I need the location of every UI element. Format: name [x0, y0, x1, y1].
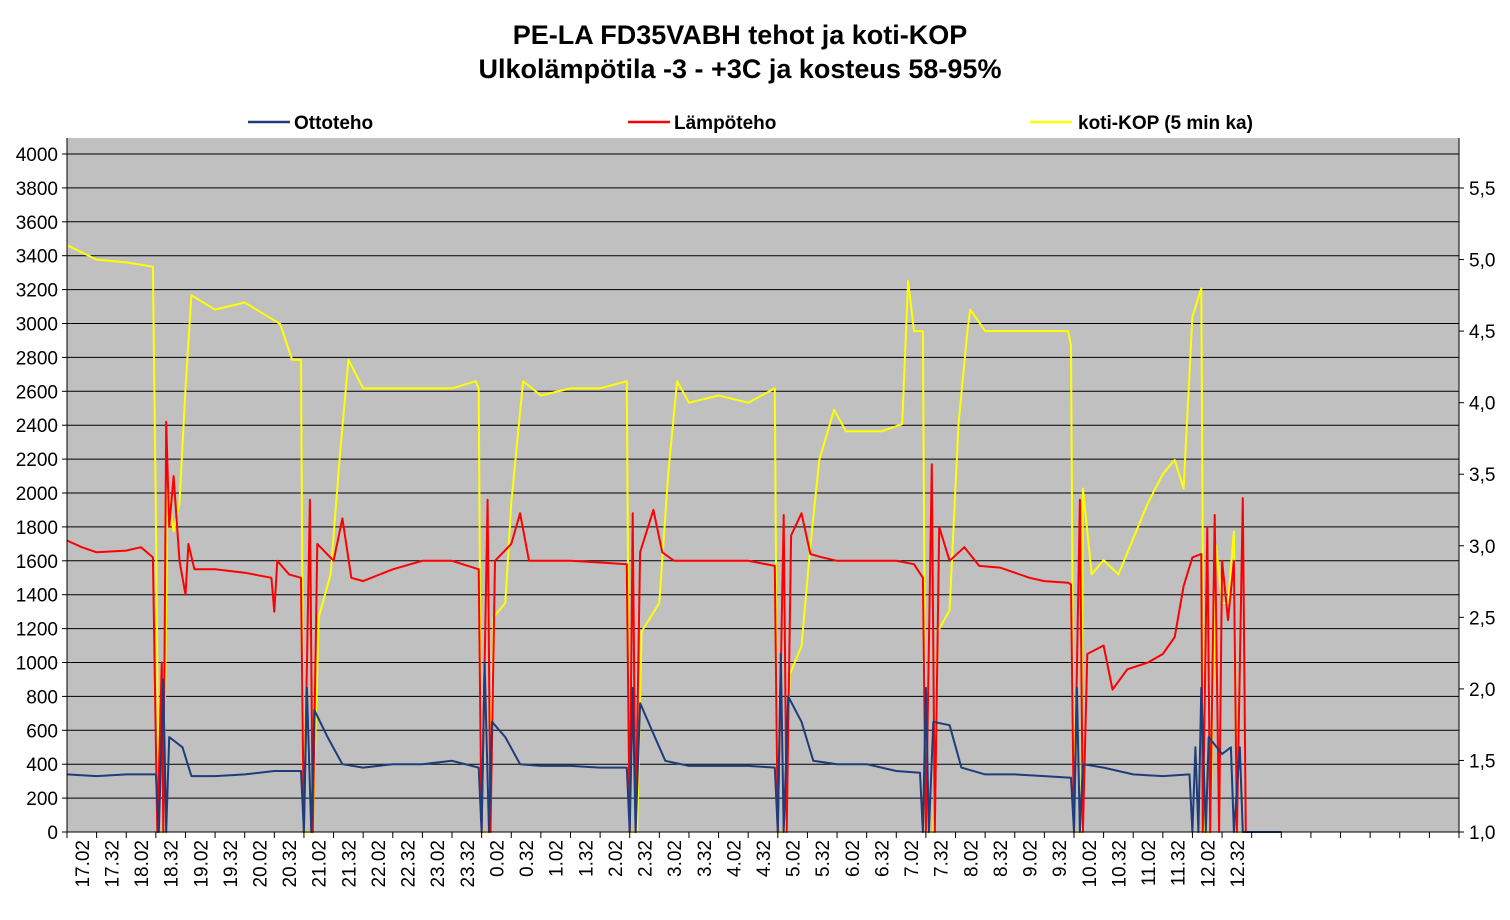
y-left-tick-label: 3600: [16, 213, 58, 234]
chart-title: PE-LA FD35VABH tehot ja koti-KOP: [513, 20, 968, 50]
x-tick-label: 0.02: [487, 840, 508, 877]
x-tick-label: 3.02: [665, 840, 686, 877]
y-right-tick-label: 4,0: [1469, 394, 1495, 415]
series-line-lampoteho: [66, 420, 1282, 833]
plot-area: [67, 138, 1459, 832]
y-right-ticks: 1,0 1,5 2,0 2,5 3,0 3,5 4,0 4,5 5,0 5,5: [1459, 179, 1495, 844]
x-tick-label: 4.02: [724, 840, 745, 877]
x-tick-label: 18.02: [132, 840, 153, 888]
y-left-tick-label: 1800: [16, 518, 58, 539]
y-right-tick-label: 2,0: [1469, 680, 1495, 701]
x-tick-label: 11.02: [1139, 840, 1160, 886]
x-ticks: 17.02 17.32 18.02 18.32 19.02 19.32 20.02 20.32…: [66, 832, 1460, 888]
x-tick-label: 7.32: [932, 840, 953, 877]
legend-label-ottoteho: Ottoteho: [294, 113, 373, 134]
y-left-tick-label: 3000: [16, 315, 58, 336]
legend: Ottoteho Lämpöteho koti-KOP (5 min ka): [248, 113, 1253, 134]
y-right-tick-label: 5,0: [1469, 251, 1495, 272]
y-left-tick-label: 0: [47, 823, 58, 844]
x-tick-label: 11.32: [1169, 840, 1190, 886]
legend-item-koti-kop: koti-KOP (5 min ka): [1030, 113, 1253, 134]
y-right-tick-label: 3,5: [1469, 465, 1495, 486]
y-left-tick-label: 1000: [16, 654, 58, 675]
y-right-tick-label: 2,5: [1469, 608, 1495, 629]
y-left-tick-label: 2200: [16, 450, 58, 471]
y-right-tick-label: 5,5: [1469, 179, 1495, 200]
y-right-tick-label: 1,0: [1469, 823, 1495, 844]
y-left-tick-label: 200: [26, 789, 58, 810]
y-left-tick-label: 600: [26, 721, 58, 742]
x-tick-label: 3.32: [695, 840, 716, 877]
y-right-tick-label: 1,5: [1469, 751, 1495, 772]
legend-item-lampoteho: Lämpöteho: [628, 113, 776, 134]
y-left-tick-label: 1400: [16, 586, 58, 607]
x-tick-label: 12.02: [1198, 840, 1219, 888]
x-tick-label: 8.32: [991, 840, 1012, 877]
x-tick-label: 6.32: [872, 840, 893, 877]
x-tick-label: 21.32: [339, 840, 360, 888]
y-left-tick-label: 3400: [16, 247, 58, 268]
y-left-tick-label: 4000: [16, 145, 58, 166]
y-left-tick-label: 3200: [16, 281, 58, 302]
x-tick-label: 6.02: [843, 840, 864, 877]
legend-label-koti-kop: koti-KOP (5 min ka): [1078, 113, 1253, 134]
x-tick-label: 1.32: [576, 840, 597, 877]
y-left-ticks: 0 200 400 600 800 1000 1200 1400 1600 1800 2000 220…: [16, 145, 67, 844]
x-tick-label: 10.32: [1109, 840, 1130, 888]
x-tick-label: 8.02: [961, 840, 982, 877]
x-tick-label: 12.32: [1228, 840, 1249, 888]
legend-item-ottoteho: Ottoteho: [248, 113, 373, 134]
x-tick-label: 2.02: [606, 840, 627, 877]
x-tick-label: 22.02: [369, 840, 390, 888]
x-tick-label: 17.32: [102, 840, 123, 888]
axes: [66, 138, 1460, 833]
x-tick-label: 20.32: [280, 840, 301, 888]
y-left-tick-label: 2600: [16, 382, 58, 403]
x-tick-label: 5.02: [784, 840, 805, 877]
x-tick-label: 10.02: [1080, 840, 1101, 888]
gridlines: [67, 153, 1459, 799]
x-tick-label: 5.32: [813, 840, 834, 877]
y-left-tick-label: 2000: [16, 484, 58, 505]
y-left-tick-label: 2800: [16, 348, 58, 369]
y-left-tick-label: 2400: [16, 416, 58, 437]
y-right-tick-label: 3,0: [1469, 537, 1495, 558]
x-tick-label: 9.32: [1050, 840, 1071, 877]
x-tick-label: 9.02: [1021, 840, 1042, 877]
x-tick-label: 0.32: [517, 840, 538, 877]
x-tick-label: 7.02: [902, 840, 923, 877]
y-left-tick-label: 400: [26, 755, 58, 776]
y-right-tick-label: 4,5: [1469, 322, 1495, 343]
x-tick-label: 17.02: [73, 840, 94, 888]
series-line-kotikop: [66, 244, 1282, 833]
x-tick-label: 19.02: [191, 840, 212, 888]
chart-subtitle: Ulkolämpötila -3 - +3C ja kosteus 58-95%: [479, 54, 1002, 84]
y-left-tick-label: 3800: [16, 179, 58, 200]
x-tick-label: 19.32: [221, 840, 242, 888]
y-left-tick-label: 1600: [16, 552, 58, 573]
x-tick-label: 22.32: [399, 840, 420, 888]
x-tick-label: 1.02: [547, 840, 568, 877]
x-tick-label: 21.02: [310, 840, 331, 888]
y-left-tick-label: 1200: [16, 620, 58, 641]
x-tick-label: 23.02: [428, 840, 449, 888]
legend-label-lampoteho: Lämpöteho: [674, 113, 776, 134]
x-tick-label: 23.32: [458, 840, 479, 888]
y-left-tick-label: 800: [26, 687, 58, 708]
x-tick-label: 2.32: [636, 840, 657, 877]
x-tick-label: 20.02: [251, 840, 272, 888]
x-tick-label: 18.32: [162, 840, 183, 888]
x-tick-label: 4.32: [754, 840, 775, 877]
